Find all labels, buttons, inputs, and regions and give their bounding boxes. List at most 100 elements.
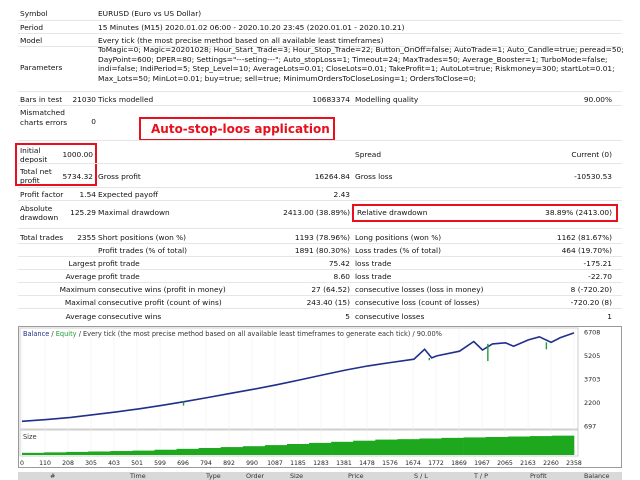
size-bar xyxy=(44,452,67,455)
total-trades-value: 2355 xyxy=(77,233,96,242)
period-value: 15 Minutes (M15) 2020.01.02 06:00 - 2020… xyxy=(98,23,405,32)
average-label: Average xyxy=(65,272,96,281)
size-bar xyxy=(441,437,464,455)
spread-label: Spread xyxy=(355,150,382,159)
quality-value: 90.00% xyxy=(583,95,612,104)
long-label: Long positions (won %) xyxy=(355,233,442,242)
symbol-label: Symbol xyxy=(20,9,48,18)
size-bar xyxy=(132,450,155,455)
size-bar xyxy=(529,436,553,455)
size-bar xyxy=(110,451,133,455)
deposit-highlight xyxy=(15,143,97,186)
size-bar xyxy=(88,451,111,455)
max-dd-label: Maximal drawdown xyxy=(98,208,170,217)
x-tick-label: 794 xyxy=(200,460,212,467)
col-balance: Balance xyxy=(584,472,610,480)
size-bar xyxy=(66,451,89,455)
model-label: Model xyxy=(20,36,43,45)
mismatched-label: Mismatched charts errors xyxy=(20,108,68,127)
max-cl-money-value: 8 (-720.20) xyxy=(570,285,612,294)
svg-text:Balance / Equity / Every tick: Balance / Equity / Every tick (the most … xyxy=(23,330,442,338)
loss-trades-label: Loss trades (% of total) xyxy=(355,246,441,255)
avg-loss-value: -22.70 xyxy=(588,272,612,281)
trades-table-header: # Time Type Order Size Price S / L T / P… xyxy=(18,472,622,480)
symbol-value: EURUSD (Euro vs US Dollar) xyxy=(98,9,202,18)
rel-dd-highlight xyxy=(352,204,618,222)
largest-loss-value: -175.21 xyxy=(583,259,612,268)
profit-trades-value: 1891 (80.30%) xyxy=(294,246,350,255)
avg-cl-value: 1 xyxy=(607,312,612,321)
x-tick-label: 1185 xyxy=(290,460,306,467)
size-bar xyxy=(551,435,575,455)
x-tick-label: 1576 xyxy=(382,460,398,467)
size-bar xyxy=(397,439,420,455)
short-label: Short positions (won %) xyxy=(98,233,187,242)
maximal-cl-value: -720.20 (8) xyxy=(570,298,612,307)
size-bar xyxy=(331,441,354,455)
balance-chart: 6708 5205 3703 2200 697 0 110 208 305 403 501 599 6… xyxy=(18,326,622,468)
gross-profit-label: Gross profit xyxy=(98,172,141,181)
x-tick-label: 892 xyxy=(223,460,235,467)
model-value: Every tick (the most precise method base… xyxy=(98,36,384,45)
initial-deposit-value: 1000.00 xyxy=(62,150,93,159)
avg-profit-label: profit trade xyxy=(98,272,140,281)
gross-loss-value: -10530.53 xyxy=(574,172,612,181)
maximal-cp-label: consecutive profit (count of wins) xyxy=(98,298,222,307)
parameters-label: Parameters xyxy=(20,63,63,72)
profit-factor-label: Profit factor xyxy=(20,190,64,199)
net-profit-value: 5734.32 xyxy=(62,172,93,181)
x-tick-label: 2358 xyxy=(566,460,582,467)
rel-dd-label: Relative drawdown xyxy=(357,208,428,217)
size-bar xyxy=(375,439,398,455)
size-bar xyxy=(176,448,199,455)
x-tick-label: 1869 xyxy=(451,460,467,467)
spread-value: Current (0) xyxy=(571,150,612,159)
expected-payoff-label: Expected payoff xyxy=(98,190,159,199)
y-tick-label: 697 xyxy=(584,423,596,431)
col-profit: Profit xyxy=(530,472,547,480)
max-cl-money-label: consecutive losses (loss in money) xyxy=(355,285,484,294)
avg-loss-label: loss trade xyxy=(355,272,392,281)
y-tick-label: 3703 xyxy=(584,375,600,383)
size-bar xyxy=(264,445,288,455)
x-tick-label: 2260 xyxy=(543,460,559,467)
profit-trades-label: Profit trades (% of total) xyxy=(98,246,188,255)
size-bar xyxy=(353,440,376,455)
largest-loss-label: loss trade xyxy=(355,259,392,268)
x-tick-label: 990 xyxy=(246,460,258,467)
net-profit-label: Total net profit xyxy=(20,167,52,186)
size-bar xyxy=(198,447,222,455)
largest-label: Largest xyxy=(68,259,96,268)
abs-dd-label: Absolute drawdown xyxy=(20,204,59,223)
x-tick-label: 696 xyxy=(177,460,189,467)
maximum-label: Maximum xyxy=(59,285,96,294)
size-bar xyxy=(507,436,531,455)
x-tick-label: 1381 xyxy=(336,460,352,467)
expected-payoff-value: 2.43 xyxy=(333,190,350,199)
col-price: Price xyxy=(348,472,364,480)
size-bar xyxy=(242,446,266,455)
maximal-label: Maximal xyxy=(64,298,96,307)
gross-loss-label: Gross loss xyxy=(355,172,393,181)
x-tick-label: 1478 xyxy=(359,460,375,467)
size-bar xyxy=(220,447,244,455)
mismatched-value: 0 xyxy=(91,117,96,126)
col-type: Type xyxy=(206,472,221,480)
annotation-box: Auto-stop-loos application xyxy=(139,117,335,141)
size-label: Size xyxy=(23,433,37,441)
largest-profit-label: profit trade xyxy=(98,259,140,268)
x-tick-label: 599 xyxy=(154,460,166,467)
x-tick-label: 1772 xyxy=(428,460,444,467)
size-bar xyxy=(286,444,310,455)
ticks-value: 10683374 xyxy=(312,95,350,104)
loss-trades-value: 464 (19.70%) xyxy=(561,246,612,255)
col-sl: S / L xyxy=(414,472,428,480)
maximal-cp-value: 243.40 (15) xyxy=(306,298,350,307)
x-tick-label: 1967 xyxy=(474,460,490,467)
legend-equity: Equity xyxy=(56,330,77,338)
col-size: Size xyxy=(290,472,304,480)
total-trades-label: Total trades xyxy=(20,233,64,242)
size-bar xyxy=(485,436,509,455)
maximal-cl-label: consecutive loss (count of losses) xyxy=(355,298,480,307)
x-tick-label: 208 xyxy=(62,460,74,467)
